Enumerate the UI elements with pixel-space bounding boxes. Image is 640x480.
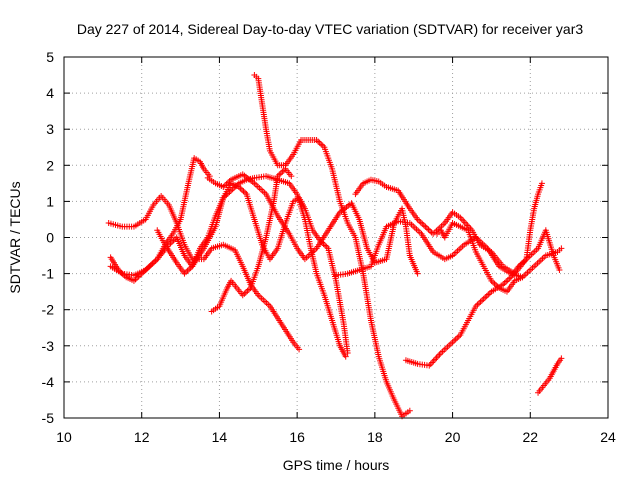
x-tick-label: 14 xyxy=(212,429,228,445)
data-point xyxy=(419,220,426,227)
data-point xyxy=(316,139,323,146)
data-point xyxy=(556,266,563,273)
chart-title: Day 227 of 2014, Sidereal Day-to-day VTE… xyxy=(77,21,583,37)
data-point xyxy=(423,225,430,232)
data-point xyxy=(432,356,439,363)
series-track-3 xyxy=(107,180,351,357)
data-point xyxy=(503,278,510,285)
data-point xyxy=(429,359,436,366)
y-tick-label: -4 xyxy=(42,374,55,390)
data-point xyxy=(244,287,251,294)
data-point xyxy=(342,353,349,360)
x-tick-label: 22 xyxy=(522,429,538,445)
x-tick-label: 12 xyxy=(134,429,150,445)
y-tick-label: -1 xyxy=(42,266,55,282)
data-point xyxy=(420,222,427,229)
series-track-12 xyxy=(535,355,565,396)
data-point xyxy=(416,217,423,224)
series-track-11 xyxy=(434,220,526,295)
series-track-4 xyxy=(154,173,349,360)
data-point xyxy=(433,354,440,361)
data-point xyxy=(277,170,284,177)
data-point xyxy=(485,291,492,298)
data-point xyxy=(238,186,245,193)
data-point xyxy=(486,290,493,297)
y-tick-label: 3 xyxy=(46,121,54,137)
y-tick-label: 1 xyxy=(46,193,54,209)
data-point xyxy=(455,333,462,340)
grid-lines xyxy=(64,57,608,418)
data-point xyxy=(461,219,468,226)
data-point xyxy=(538,180,545,187)
series-track-2 xyxy=(107,155,213,284)
data-point xyxy=(417,219,424,226)
y-tick-label: -3 xyxy=(42,338,55,354)
data-point xyxy=(519,274,526,281)
data-point xyxy=(318,141,325,148)
series-track-9 xyxy=(352,176,563,277)
data-point xyxy=(506,275,513,282)
data-point xyxy=(454,334,461,341)
series-track-7 xyxy=(204,171,421,277)
data-point xyxy=(430,357,437,364)
data-point xyxy=(296,346,303,353)
series-track-10 xyxy=(402,180,545,369)
x-tick-label: 24 xyxy=(600,429,616,445)
data-point xyxy=(489,279,496,286)
y-tick-label: 0 xyxy=(46,230,54,246)
data-point xyxy=(436,351,443,358)
data-point xyxy=(279,168,286,175)
y-tick-label: 5 xyxy=(46,49,54,65)
data-point xyxy=(558,245,565,252)
data-series xyxy=(105,72,565,420)
data-point xyxy=(452,336,459,343)
data-point xyxy=(414,270,421,277)
data-point xyxy=(504,277,511,284)
data-point xyxy=(288,173,295,180)
data-point xyxy=(242,289,249,296)
x-tick-label: 20 xyxy=(445,429,461,445)
data-point xyxy=(501,279,508,286)
data-point xyxy=(451,337,458,344)
y-tick-label: 2 xyxy=(46,157,54,173)
data-point xyxy=(427,361,434,368)
data-point xyxy=(558,355,565,362)
data-point xyxy=(474,301,481,308)
series-track-8 xyxy=(333,218,565,281)
data-point xyxy=(477,298,484,305)
data-point xyxy=(425,226,432,233)
data-point xyxy=(480,295,487,302)
series-track-6 xyxy=(251,72,413,420)
x-tick-label: 18 xyxy=(367,429,383,445)
data-point xyxy=(184,267,191,274)
y-axis-label: SDTVAR / TECUs xyxy=(7,181,23,293)
data-point xyxy=(240,188,247,195)
data-point xyxy=(483,292,490,299)
data-point xyxy=(479,297,486,304)
data-point xyxy=(406,407,413,414)
y-tick-label: -5 xyxy=(42,410,55,426)
y-tick-label: 4 xyxy=(46,85,54,101)
data-point xyxy=(435,353,441,360)
y-tick-label: -2 xyxy=(42,302,55,318)
data-point xyxy=(491,280,498,287)
x-tick-label: 10 xyxy=(56,429,72,445)
series-track-1 xyxy=(105,192,303,353)
x-axis-label: GPS time / hours xyxy=(283,457,390,473)
x-tick-label: 16 xyxy=(289,429,305,445)
data-point xyxy=(482,294,489,301)
data-point xyxy=(315,138,322,145)
data-point xyxy=(422,223,429,230)
data-point xyxy=(458,216,465,223)
data-point xyxy=(427,228,434,235)
data-point xyxy=(475,300,482,307)
data-point xyxy=(460,217,467,224)
